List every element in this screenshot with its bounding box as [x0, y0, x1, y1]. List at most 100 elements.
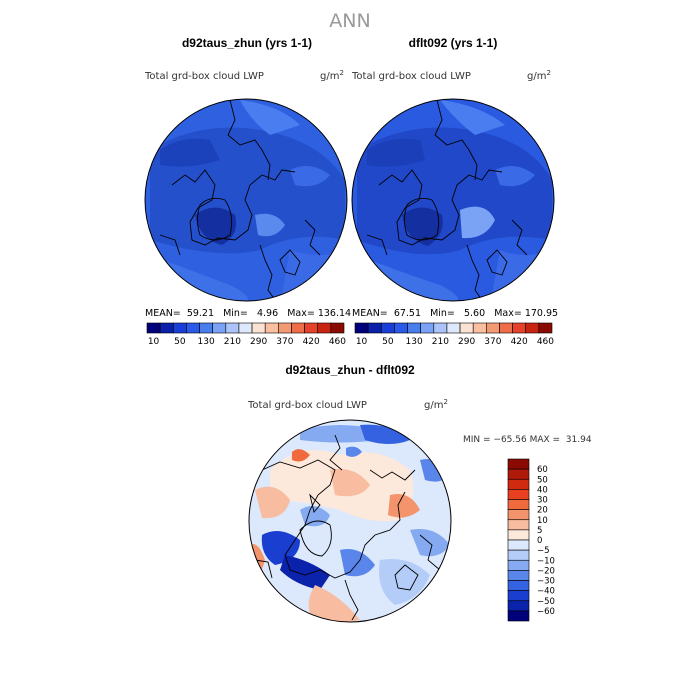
colorbar-diff-swatch: [507, 509, 530, 521]
colorbar-right-swatch: [472, 322, 487, 334]
colorbar-diff-tick-label: −10: [537, 556, 555, 566]
colorbar-right-tick-label: 460: [537, 337, 554, 347]
panel-diff-variable: Total grd-box cloud LWP: [247, 400, 367, 411]
colorbar-diff-tick-label: 5: [537, 526, 542, 536]
colorbar-diff-tick-label: 40: [537, 485, 548, 495]
panel-left-units-exp: 2: [339, 69, 343, 77]
map-diff-boundary: [248, 419, 452, 623]
map-left-boundary: [144, 98, 348, 302]
colorbar-left-swatch: [225, 322, 240, 334]
map-diff: [249, 420, 451, 622]
colorbar-diff-tick-label: 50: [537, 475, 548, 485]
colorbar-right-swatch: [367, 322, 382, 334]
colorbar-diff-swatch: [507, 580, 530, 591]
colorbar-left-tick-label: 130: [198, 337, 215, 347]
map-left: [145, 99, 347, 301]
colorbar-diff-swatch: [507, 529, 530, 541]
colorbar-diff-swatch: [507, 610, 530, 622]
colorbar-right-swatch: [525, 322, 540, 334]
panel-right: dflt092 (yrs 1-1) Total grd-box cloud LW…: [351, 36, 558, 347]
colorbar-right-swatch: [512, 322, 527, 334]
colorbar-diff-tick-label: 10: [537, 516, 548, 526]
panel-diff-units: g/m2: [424, 398, 448, 411]
colorbar-left-tick-label: 420: [303, 337, 320, 347]
colorbar-left-tick-label: 290: [250, 337, 267, 347]
page-title: ANN: [329, 10, 370, 32]
colorbar-right-swatch: [486, 322, 500, 334]
colorbar-diff-swatch: [507, 549, 530, 561]
colorbar-left-swatch: [159, 322, 174, 334]
colorbar-diff-swatch: [507, 539, 530, 551]
colorbar-diff-swatch: [507, 489, 530, 500]
panel-diff-units-exp: 2: [443, 398, 447, 406]
colorbar-right-swatch: [354, 322, 369, 334]
colorbar-right-swatch: [433, 322, 448, 334]
panel-diff-minmax: MIN = −65.56 MAX = 31.94: [463, 435, 592, 445]
colorbar-right-tick-label: 420: [511, 337, 528, 347]
panel-left-stats: MEAN= 59.21 Min= 4.96 Max= 136.14: [145, 308, 351, 319]
colorbar-diff-swatch: [507, 519, 530, 531]
panel-right-units-exp: 2: [546, 69, 550, 77]
colorbar-left-swatch: [186, 322, 200, 334]
colorbar-left-tick-label: 370: [276, 337, 293, 347]
colorbar-left-swatch: [146, 322, 161, 334]
colorbar-diff-swatch: [507, 478, 530, 490]
colorbar-diff-swatch: [507, 590, 530, 602]
coastlines-diff: [254, 434, 441, 621]
colorbar-diff-tick-label: 30: [537, 496, 548, 506]
colorbar-left-tick-label: 10: [148, 337, 160, 347]
colorbar-right-swatch: [394, 322, 408, 334]
colorbar-diff-tick-label: 60: [537, 465, 548, 475]
colorbar-right-swatch: [459, 322, 474, 334]
panel-diff-units-base: g/m: [424, 400, 443, 411]
colorbar-left-tick-label: 50: [174, 337, 186, 347]
map-right: [352, 99, 554, 301]
map-right-boundary: [351, 98, 555, 302]
colorbar-right-tick-label: 10: [356, 337, 368, 347]
colorbar-left-swatch: [330, 322, 345, 334]
panel-right-units: g/m2: [527, 69, 551, 82]
colorbar-diff-tick-label: −50: [537, 597, 555, 607]
colorbar-left-swatch: [291, 322, 305, 334]
colorbar-diff-tick-label: 0: [537, 536, 542, 546]
colorbar-left-tick-label: 210: [224, 337, 241, 347]
colorbar-right-tick-label: 50: [382, 337, 394, 347]
colorbar-diff-tick-label: −20: [537, 566, 555, 576]
panel-right-stats: MEAN= 67.51 Min= 5.60 Max= 170.95: [352, 308, 558, 319]
colorbar-diff-tick-label: 20: [537, 506, 548, 516]
panel-right-units-base: g/m: [527, 71, 546, 82]
colorbar-diff-tick-label: −5: [537, 546, 550, 556]
colorbar-left-swatch: [278, 322, 292, 334]
colorbar-right-swatch: [538, 322, 553, 334]
colorbar-diff-tick-label: −40: [537, 587, 555, 597]
colorbar-diff-swatch: [507, 559, 530, 571]
panel-left-units-base: g/m: [320, 71, 339, 82]
colorbar-diff-tick-label: −30: [537, 577, 555, 587]
colorbar-right-tick-label: 130: [406, 337, 423, 347]
colorbar-diff-tick-label: −60: [537, 607, 555, 617]
panel-right-variable: Total grd-box cloud LWP: [351, 71, 471, 82]
panel-diff-title: d92taus_zhun - dflt092: [285, 363, 415, 377]
panel-left-title: d92taus_zhun (yrs 1-1): [182, 36, 312, 50]
colorbar-right-swatch: [499, 322, 513, 334]
colorbar-diff-swatch: [507, 468, 530, 480]
colorbar-right-swatch: [420, 322, 435, 334]
colorbar-diff-swatch: [507, 600, 530, 612]
colorbar-left-swatch: [172, 322, 187, 334]
colorbar-left-swatch: [304, 322, 319, 334]
colorbar-right-swatch: [407, 322, 421, 334]
coastlines-left: [159, 99, 321, 301]
coastlines-right: [366, 99, 528, 301]
colorbar-left-swatch: [199, 322, 213, 334]
colorbar-left-swatch: [238, 322, 253, 334]
colorbar-right-tick-label: 370: [484, 337, 501, 347]
colorbar-left-swatch: [264, 322, 279, 334]
panel-left-variable: Total grd-box cloud LWP: [144, 71, 264, 82]
panel-left-units: g/m2: [320, 69, 344, 82]
colorbar-left-swatch: [317, 322, 332, 334]
colorbar-diff-swatch: [507, 458, 530, 470]
colorbar-left-tick-label: 460: [329, 337, 346, 347]
colorbar-left-swatch: [212, 322, 227, 334]
